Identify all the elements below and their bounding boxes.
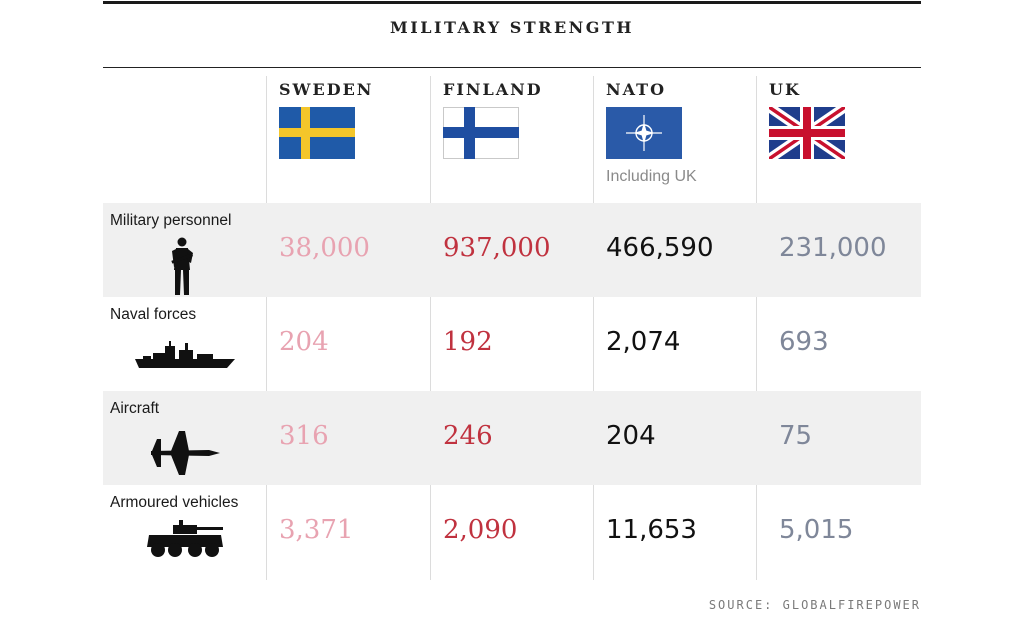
sweden-flag-icon	[279, 107, 355, 159]
top-rule	[103, 1, 921, 4]
value-nato: 204	[606, 421, 656, 451]
uk-flag-icon	[769, 107, 845, 159]
nato-flag-icon	[606, 107, 682, 159]
value-sweden: 316	[279, 421, 329, 451]
row-label: Aircraft	[110, 400, 160, 417]
value-nato: 2,074	[606, 327, 681, 357]
soldier-icon	[169, 237, 195, 297]
armoured-vehicle-icon	[147, 519, 225, 559]
value-finland: 937,000	[443, 233, 551, 263]
value-finland: 246	[443, 421, 493, 451]
value-sweden: 38,000	[279, 233, 370, 263]
warship-icon	[135, 341, 235, 369]
value-uk: 693	[779, 327, 829, 357]
column-header-nato: NATO	[606, 80, 667, 99]
value-sweden: 204	[279, 327, 329, 357]
value-finland: 2,090	[443, 515, 518, 545]
title-rule	[103, 67, 921, 68]
row-label: Armoured vehicles	[110, 494, 239, 511]
page-title: MILITARY STRENGTH	[390, 18, 634, 37]
table-row-military-personnel: Military personnel	[103, 203, 921, 297]
source-credit: SOURCE: GLOBALFIREPOWER	[708, 598, 921, 612]
column-header-sweden: SWEDEN	[279, 80, 374, 99]
value-uk: 5,015	[779, 515, 854, 545]
value-uk: 75	[779, 421, 813, 451]
value-uk: 231,000	[779, 233, 887, 263]
value-finland: 192	[443, 327, 493, 357]
column-divider	[593, 76, 594, 580]
value-sweden: 3,371	[279, 515, 354, 545]
column-header-uk: UK	[769, 80, 801, 99]
finland-flag-icon	[443, 107, 519, 159]
column-divider	[430, 76, 431, 580]
row-label: Naval forces	[110, 306, 197, 323]
nato-note: Including UK	[606, 168, 697, 185]
value-nato: 466,590	[606, 233, 714, 263]
table-row-aircraft: Aircraft	[103, 391, 921, 485]
row-label: Military personnel	[110, 212, 232, 229]
value-nato: 11,653	[606, 515, 697, 545]
table-row-naval-forces: Naval forces	[103, 297, 921, 391]
column-divider	[756, 76, 757, 580]
column-divider	[266, 76, 267, 580]
table-row-armoured-vehicles: Armoured vehicles	[103, 485, 921, 579]
column-header-finland: FINLAND	[443, 80, 543, 99]
fighter-jet-icon	[149, 429, 221, 477]
